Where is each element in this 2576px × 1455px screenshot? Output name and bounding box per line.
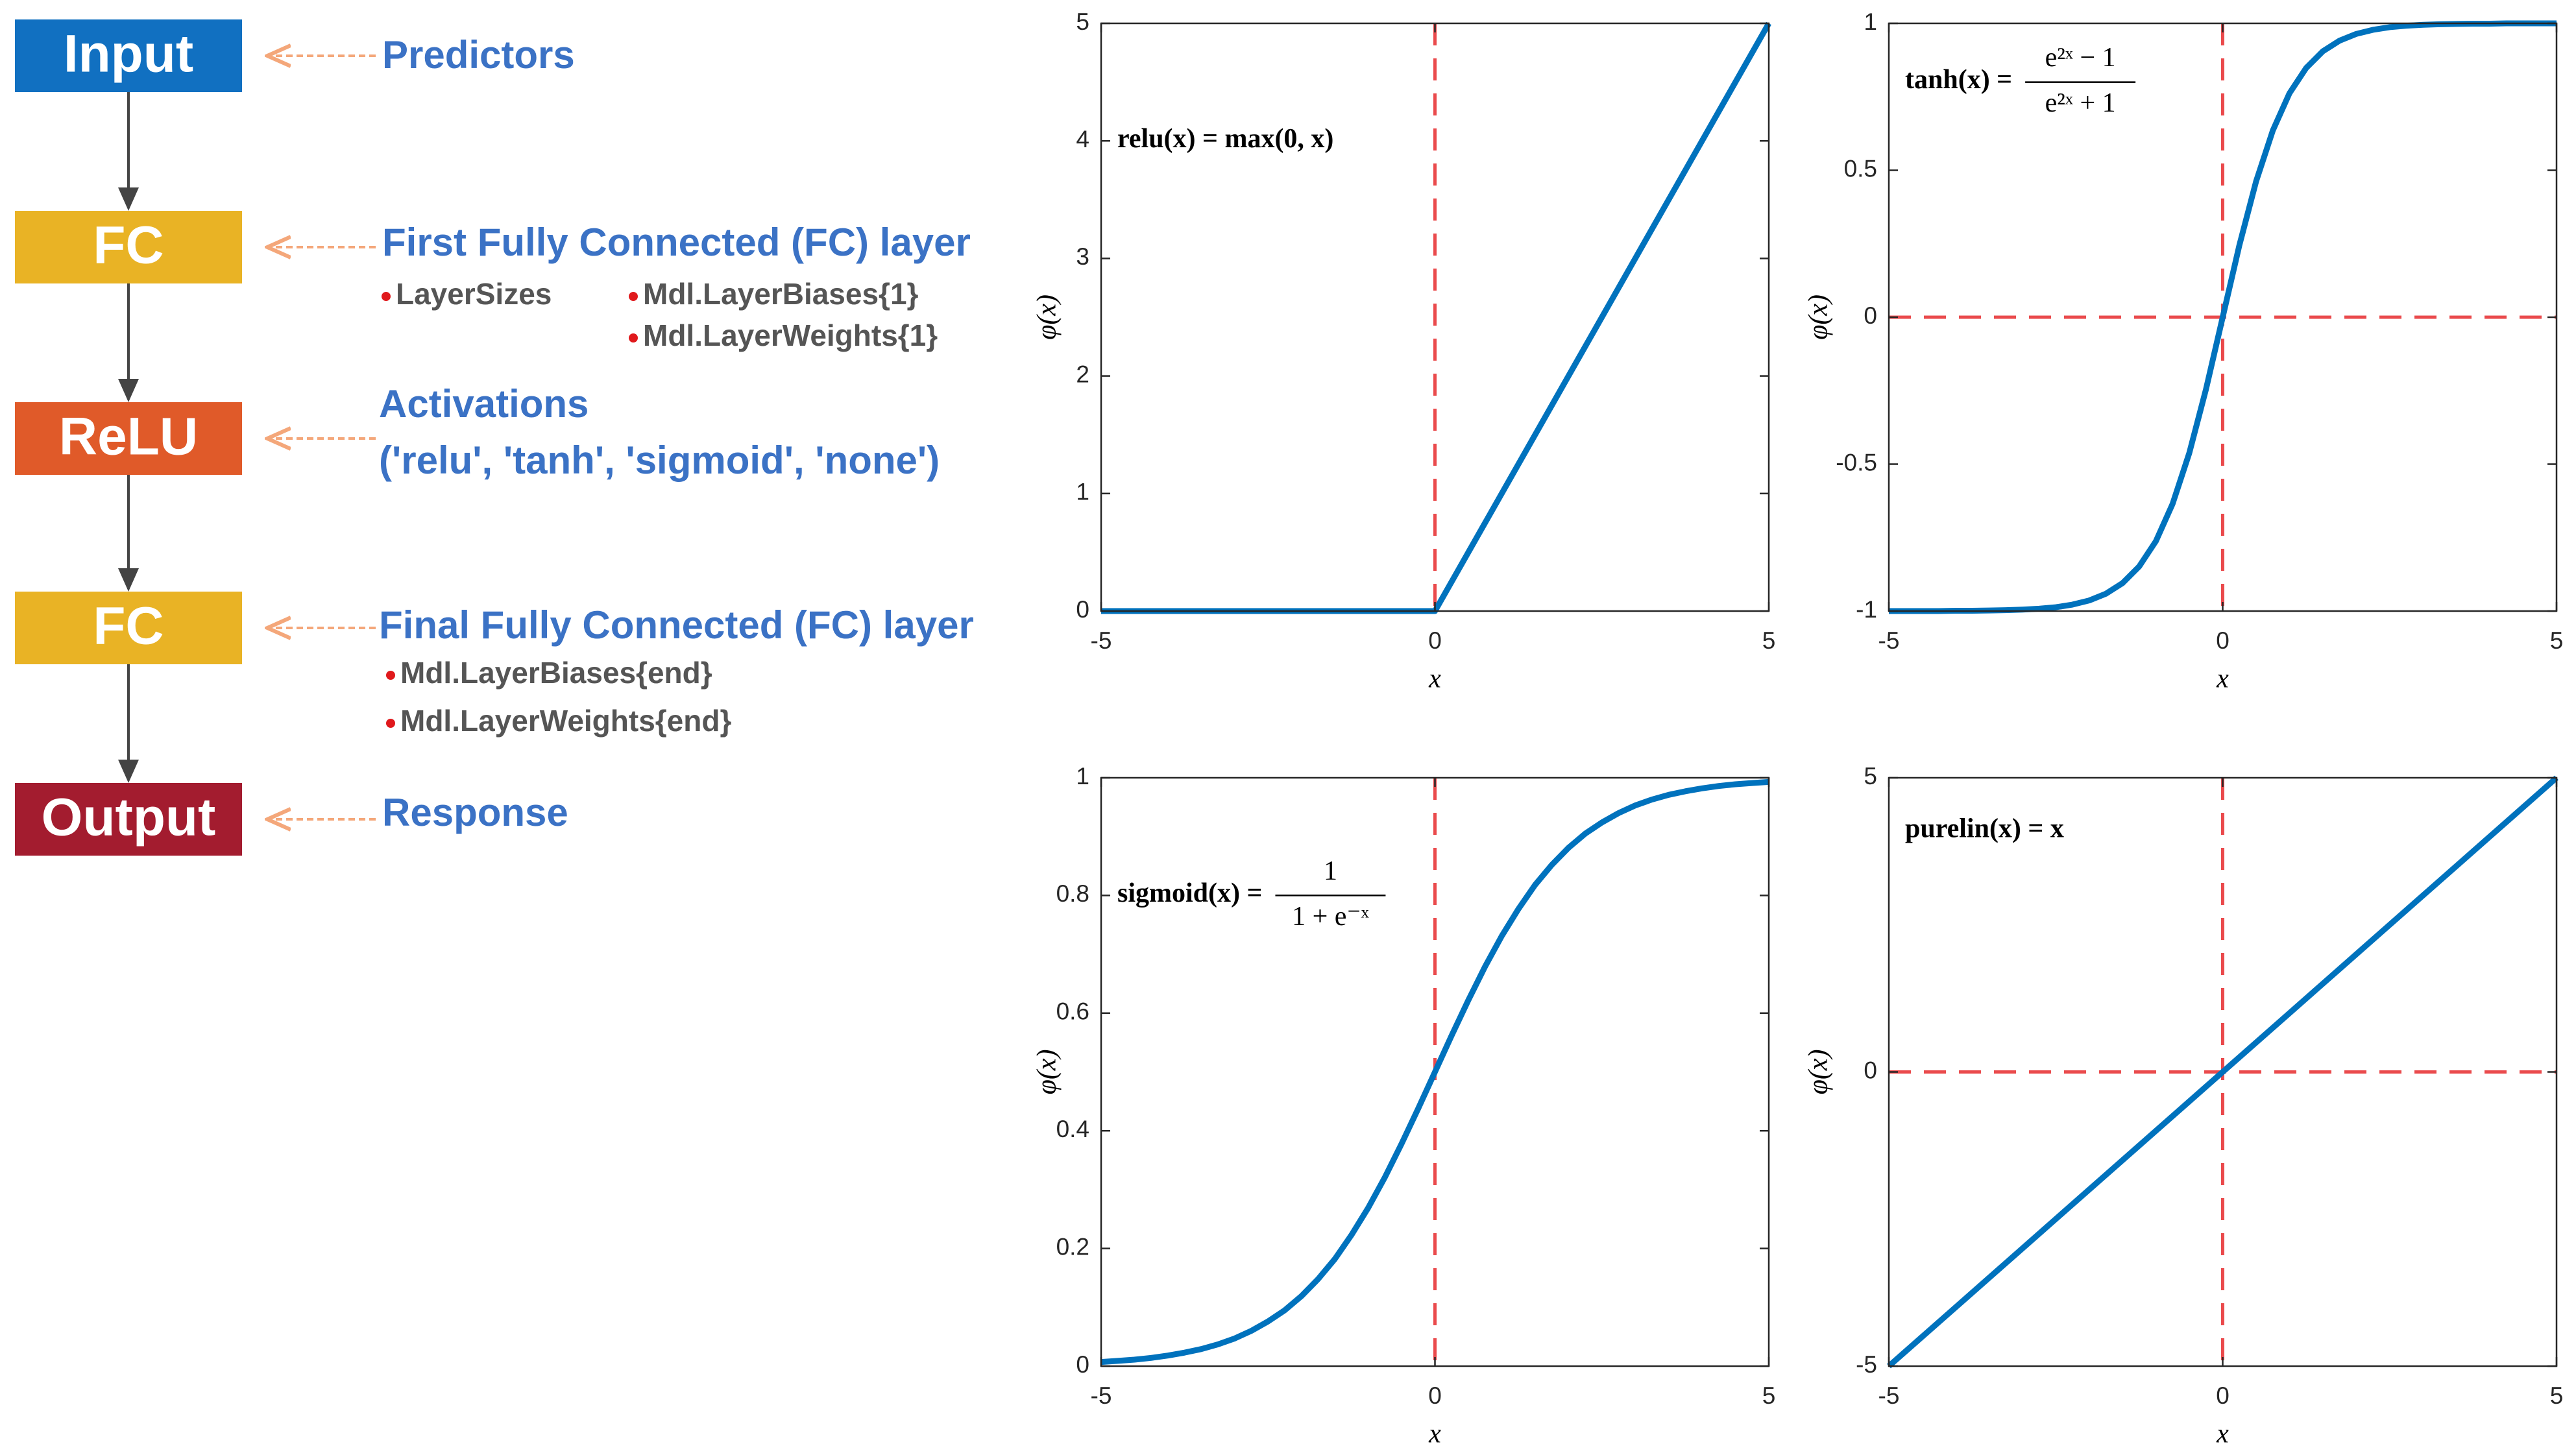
y-axis-label: φ(x) — [1804, 295, 1834, 340]
formula: purelin(x) = x — [1905, 813, 2064, 843]
y-tick-label: 1 — [1076, 479, 1089, 505]
layer-box — [15, 402, 242, 475]
layer-box — [15, 783, 242, 856]
layer-description: Predictors — [382, 33, 575, 77]
x-axis-label: x — [1428, 1419, 1441, 1449]
y-tick-label: -0.5 — [1836, 449, 1877, 475]
y-tick-label: 0.8 — [1056, 880, 1089, 907]
y-axis-label: φ(x) — [1032, 295, 1062, 340]
bullet-text: LayerSizes — [396, 277, 552, 311]
x-tick-label: 5 — [1762, 627, 1776, 654]
y-tick-label: 0 — [1076, 596, 1089, 623]
formula-lhs: tanh(x) = — [1905, 65, 2012, 95]
x-tick-label: -5 — [1878, 627, 1900, 654]
x-tick-label: 0 — [2216, 627, 2230, 654]
y-tick-label: 0.2 — [1056, 1233, 1089, 1260]
formula: relu(x) = max(0, x) — [1117, 124, 1333, 154]
bullet-text: Mdl.LayerBiases{1} — [643, 277, 919, 311]
y-tick-label: 3 — [1076, 243, 1089, 270]
x-tick-label: 0 — [1428, 1382, 1442, 1409]
layer-description: Activations — [379, 382, 589, 426]
layer-box — [15, 592, 242, 664]
layer-description: Final Fully Connected (FC) layer — [379, 603, 974, 647]
bullet-dot — [386, 719, 395, 728]
x-tick-label: -5 — [1878, 1382, 1900, 1409]
x-tick-label: 0 — [1428, 627, 1442, 654]
bullet-text: Mdl.LayerBiases{end} — [400, 656, 712, 690]
y-tick-label: 0 — [1864, 1057, 1877, 1083]
bullet-dot — [382, 292, 391, 301]
formula-numerator: e²ˣ − 1 — [2045, 43, 2116, 73]
formula-lhs: sigmoid(x) = — [1117, 878, 1262, 908]
activation-options: ('relu', 'tanh', 'sigmoid', 'none') — [379, 439, 940, 482]
y-tick-label: 4 — [1076, 126, 1089, 152]
x-tick-label: -5 — [1091, 1382, 1112, 1409]
formula-numerator: 1 — [1324, 856, 1337, 886]
layer-label: Input — [64, 25, 193, 84]
chart: -5 0 5 -5 0 5 x φ(x) purelin(x) = x — [1804, 763, 2564, 1449]
layer-box — [15, 19, 242, 92]
x-axis-label: x — [1428, 664, 1441, 694]
y-axis-label: φ(x) — [1804, 1050, 1834, 1095]
bullet-dot — [629, 292, 638, 301]
y-tick-label: 0 — [1076, 1351, 1089, 1378]
x-axis-label: x — [2216, 664, 2229, 694]
y-tick-label: 2 — [1076, 361, 1089, 387]
y-tick-label: 1 — [1864, 8, 1877, 35]
y-tick-label: 1 — [1076, 763, 1089, 789]
layer-box — [15, 211, 242, 283]
layer-label: FC — [93, 597, 164, 656]
y-tick-label: 5 — [1864, 763, 1877, 789]
bullet-dot — [629, 333, 638, 343]
x-tick-label: 5 — [2550, 627, 2564, 654]
y-tick-label: -5 — [1856, 1351, 1877, 1378]
y-tick-label: 0 — [1864, 302, 1877, 329]
y-tick-label: 0.5 — [1844, 155, 1877, 182]
x-tick-label: 0 — [2216, 1382, 2230, 1409]
x-axis-label: x — [2216, 1419, 2229, 1449]
chart: -5 0 5 -1 -0.5 0 0.5 1 x φ(x) tanh(x) = e²ˣ − 1 e²ˣ … — [1804, 8, 2564, 694]
x-tick-label: 5 — [2550, 1382, 2564, 1409]
bullet-dot — [386, 671, 395, 680]
x-tick-label: 5 — [1762, 1382, 1776, 1409]
y-tick-label: 0.6 — [1056, 998, 1089, 1025]
data-line — [1100, 778, 1769, 1365]
data-line — [1887, 775, 2558, 1369]
bullet-text: Mdl.LayerWeights{1} — [643, 319, 938, 352]
y-tick-label: 0.4 — [1056, 1116, 1089, 1142]
x-tick-label: -5 — [1091, 627, 1112, 654]
bullet-text: Mdl.LayerWeights{end} — [400, 704, 731, 738]
layer-label: Output — [42, 788, 216, 847]
y-tick-label: -1 — [1856, 596, 1877, 623]
layer-description: Response — [382, 791, 568, 834]
layer-label: ReLU — [59, 407, 198, 466]
formula-denominator: 1 + e⁻ˣ — [1292, 902, 1369, 932]
formula-denominator: e²ˣ + 1 — [2045, 88, 2116, 118]
layer-description: First Fully Connected (FC) layer — [382, 221, 971, 264]
layer-label: FC — [93, 216, 164, 275]
y-axis-label: φ(x) — [1032, 1050, 1062, 1095]
y-tick-label: 5 — [1076, 8, 1089, 35]
